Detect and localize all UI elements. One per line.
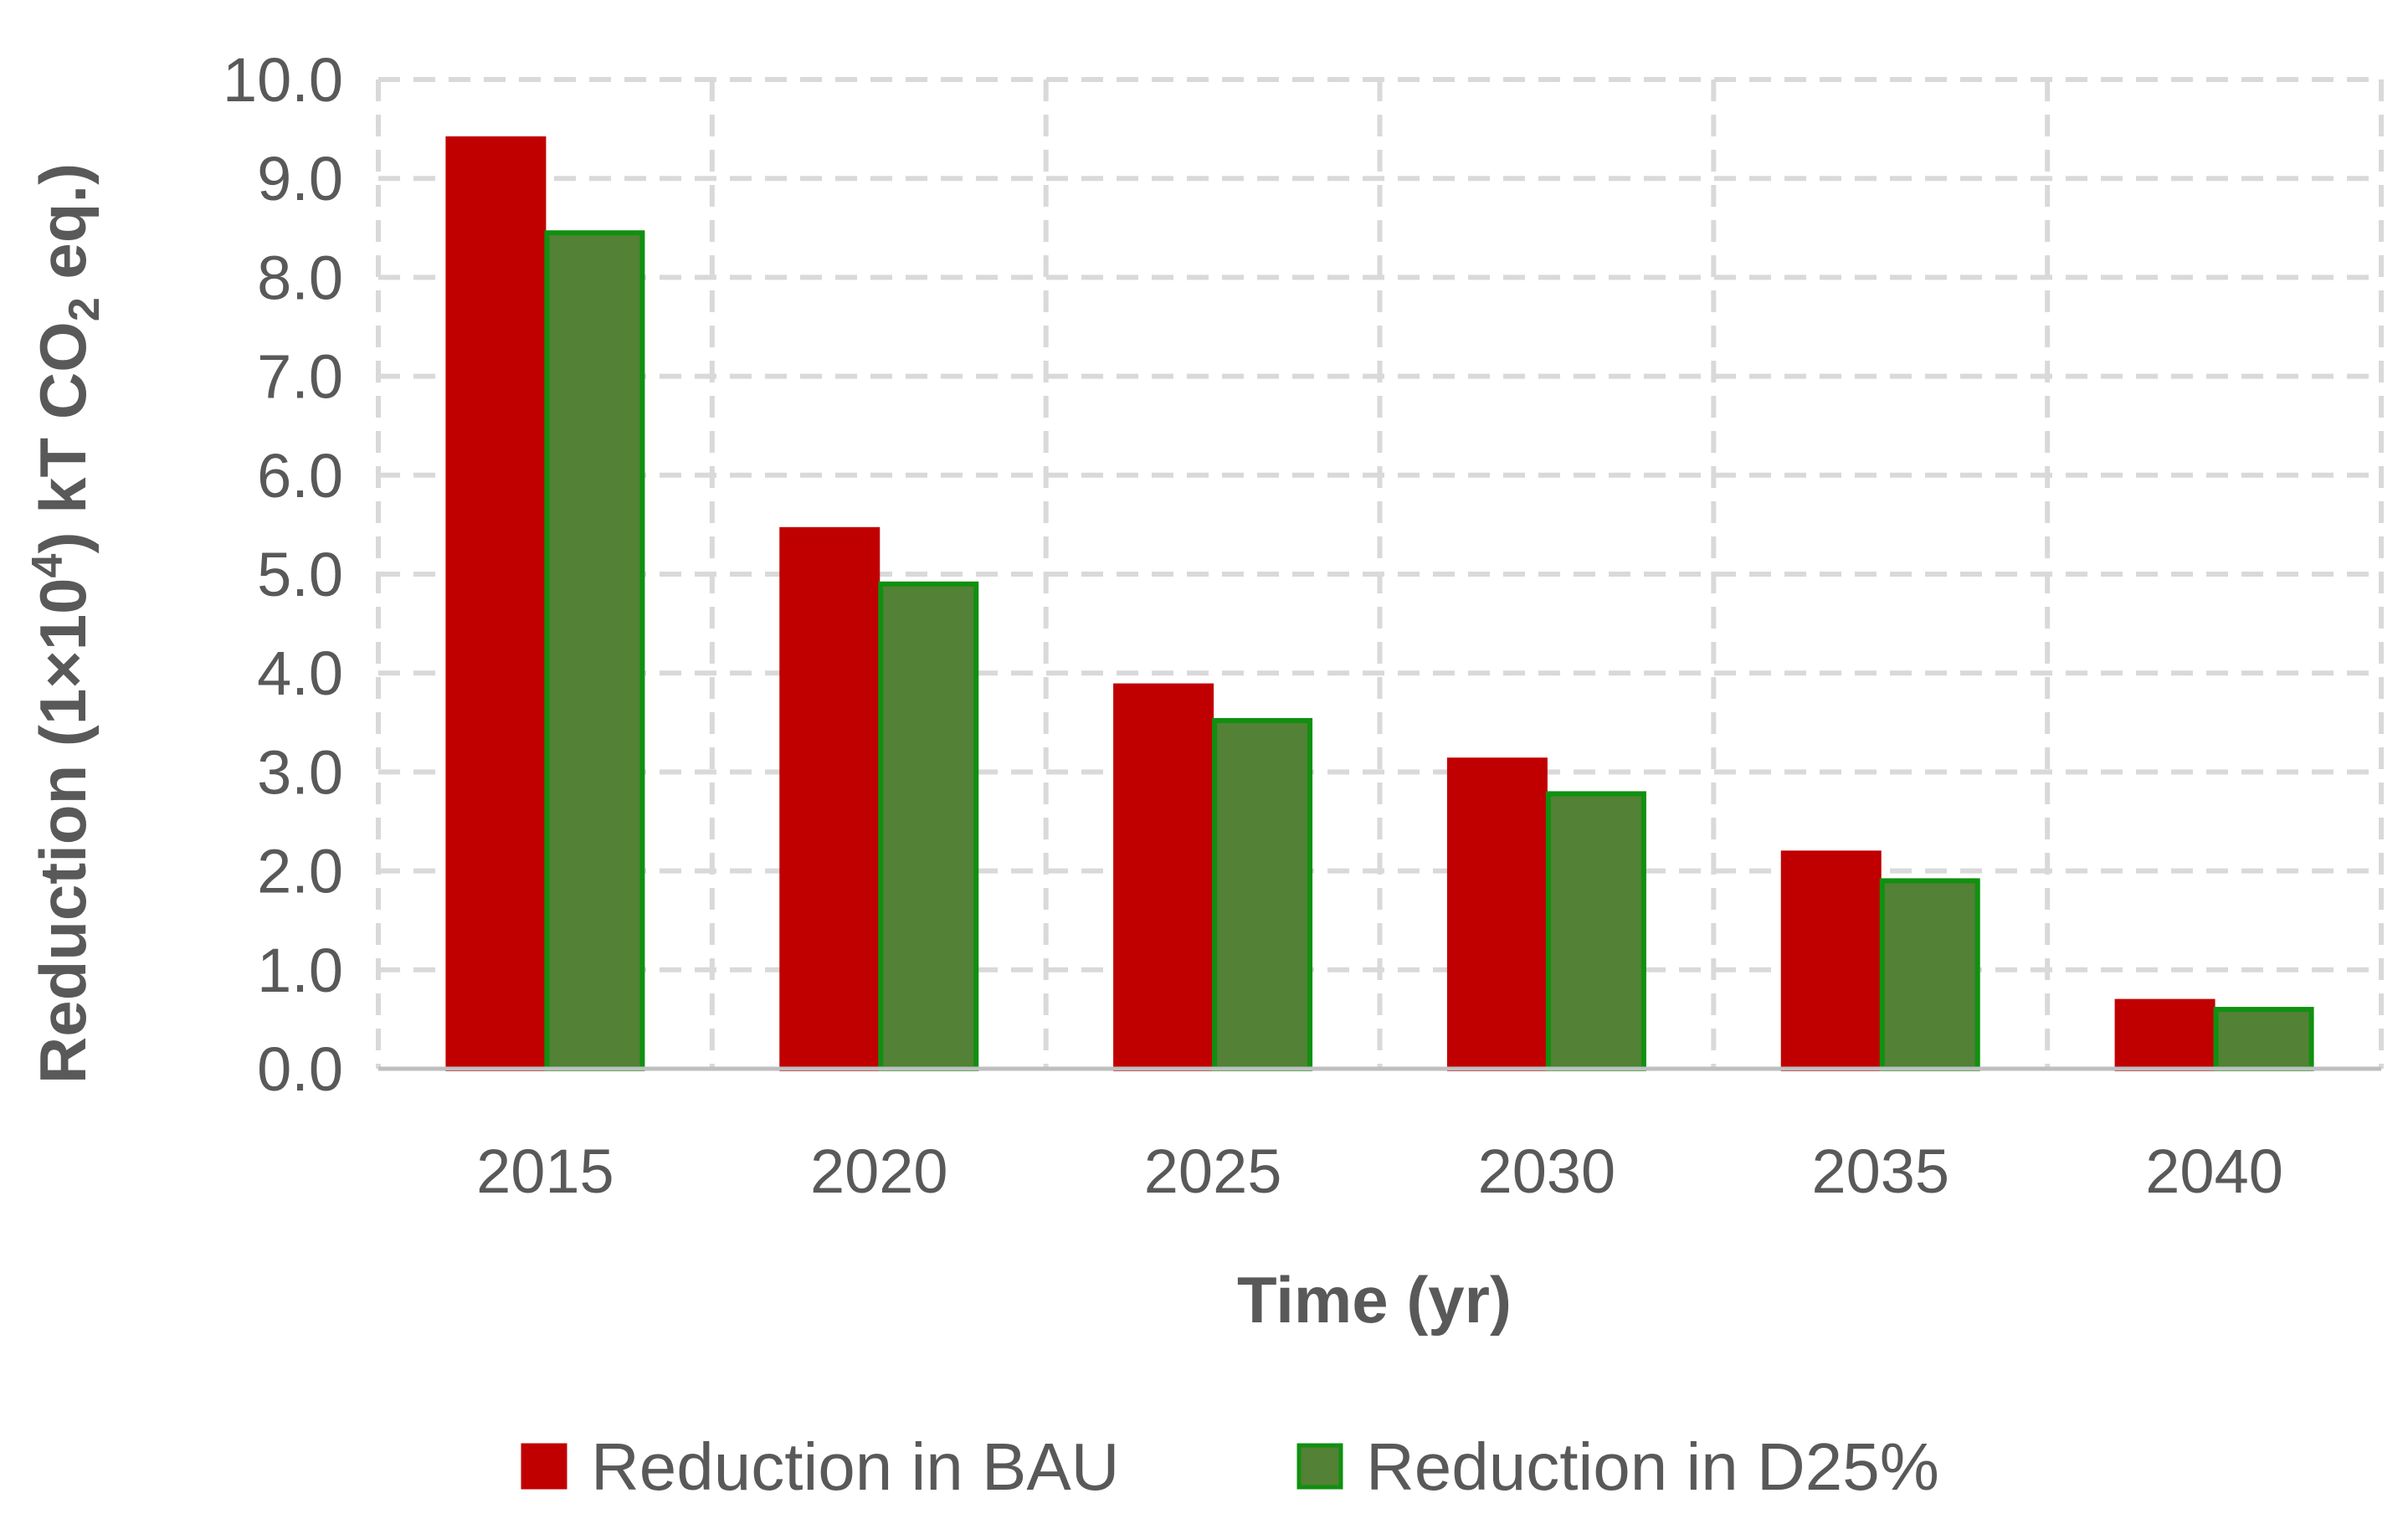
y-axis-title-part2: ) kT CO: [26, 321, 100, 553]
y-axis-title-subscript: 2: [60, 297, 109, 321]
y-tick-labels: 0.0 1.0 2.0 3.0 4.0 5.0 6.0 7.0 8.0 9.0 10.0: [223, 45, 343, 1104]
bar-bau-2030: [1446, 757, 1548, 1071]
y-tick-label: 0.0: [257, 1034, 343, 1104]
bar-d25-2020: [878, 581, 979, 1071]
y-tick-label: 1.0: [257, 936, 343, 1005]
x-tick-label: 2025: [1144, 1137, 1282, 1206]
x-tick-label: 2020: [810, 1137, 948, 1206]
bar-bau-2040: [2114, 998, 2215, 1072]
legend: Reduction in BAU Reduction in D25%: [521, 1429, 1939, 1504]
y-axis-title-part1: Reduction (1×10: [26, 577, 100, 1084]
bar-d25-2015: [544, 230, 645, 1071]
bars: [445, 136, 2314, 1072]
y-tick-label: 8.0: [257, 243, 343, 312]
y-tick-label: 6.0: [257, 441, 343, 511]
legend-swatch-d25: [1296, 1443, 1343, 1490]
x-tick-label: 2030: [1478, 1137, 1616, 1206]
bar-d25-2025: [1212, 717, 1313, 1071]
legend-label-d25: Reduction in D25%: [1366, 1429, 1939, 1504]
y-tick-label: 5.0: [257, 540, 343, 609]
y-tick-label: 7.0: [257, 342, 343, 412]
x-tick-label: 2040: [2145, 1137, 2283, 1206]
bar-bau-2015: [445, 136, 547, 1071]
bar-bau-2035: [1780, 850, 1882, 1071]
y-axis-title-part3: eq.): [26, 163, 100, 297]
bar-bau-2020: [779, 526, 881, 1071]
y-axis-title: Reduction (1×104) kT CO2 eq.): [23, 163, 109, 1084]
bar-d25-2040: [2213, 1007, 2314, 1071]
bar-d25-2035: [1879, 878, 1980, 1072]
y-tick-label: 3.0: [257, 737, 343, 807]
legend-swatch-bau: [521, 1443, 567, 1490]
bar-d25-2030: [1545, 791, 1646, 1071]
legend-label-bau: Reduction in BAU: [591, 1429, 1119, 1504]
grid-lines: [376, 77, 2384, 1069]
x-tick-labels: 2015 2020 2025 2030 2035 2040: [476, 1137, 2283, 1206]
y-tick-label: 4.0: [257, 639, 343, 708]
x-axis-title: Time (yr): [1237, 1263, 1512, 1337]
y-tick-label: 9.0: [257, 144, 343, 213]
y-tick-label: 10.0: [223, 45, 343, 115]
x-tick-label: 2035: [1811, 1137, 1949, 1206]
bar-bau-2025: [1113, 683, 1214, 1071]
y-axis-title-exponent: 4: [23, 553, 72, 577]
x-tick-label: 2015: [476, 1137, 614, 1206]
y-tick-label: 2.0: [257, 837, 343, 906]
